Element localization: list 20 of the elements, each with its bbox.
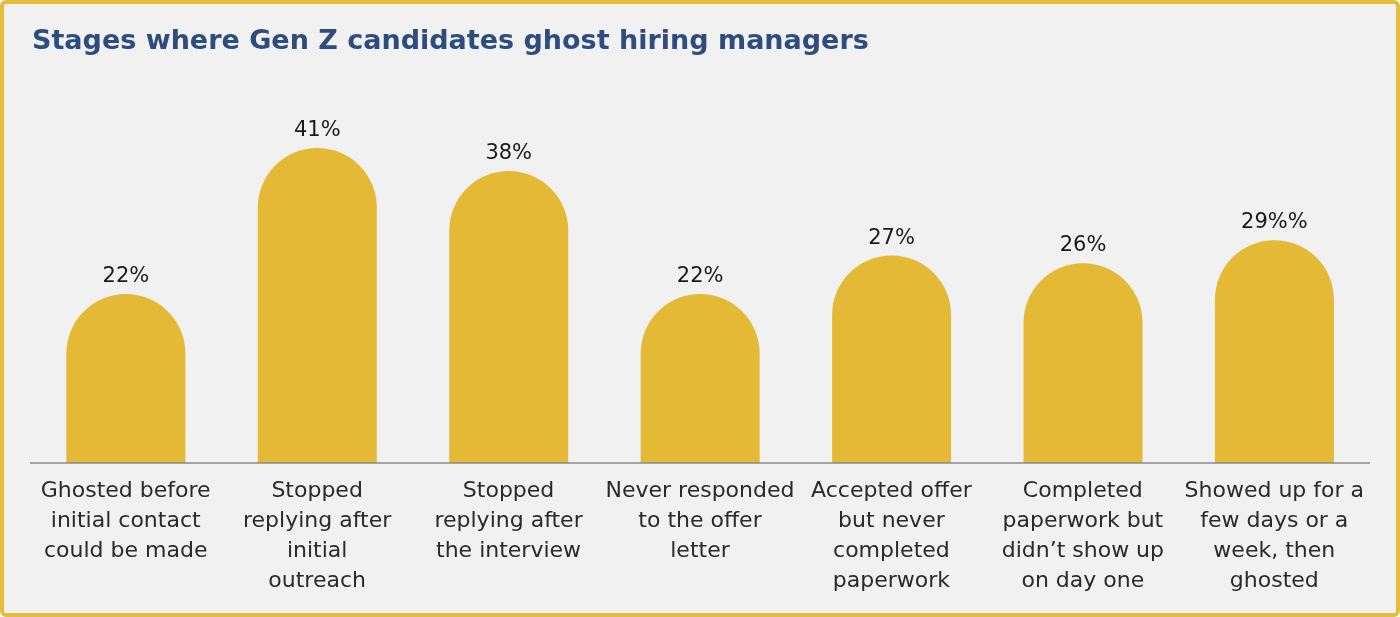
data-label: 22% — [102, 262, 150, 287]
x-tick-label: Showed up for a few days or a week, then ghosted — [1184, 477, 1365, 592]
data-label: 29%% — [1241, 209, 1308, 234]
x-tick-label: Stopped replying after the interview — [434, 477, 584, 562]
chart-title: Stages where Gen Z candidates ghost hiring managers — [32, 24, 869, 55]
bar — [257, 148, 377, 463]
bar — [449, 171, 569, 463]
data-label: 41% — [293, 117, 341, 141]
x-tick-label: Never responded to the offer letter — [605, 477, 795, 562]
x-tick-label: Completed paperwork but didn’t show up on day one — [1001, 477, 1165, 592]
data-label: 26% — [1059, 232, 1107, 257]
x-tick-label: Accepted offer but never completed paperwork — [811, 477, 973, 592]
bar — [1023, 263, 1143, 463]
data-label: 27% — [868, 224, 915, 249]
x-tick-label: Ghosted before initial contact could be made — [40, 477, 211, 562]
bar — [1214, 240, 1334, 463]
data-label: 22% — [676, 262, 724, 287]
x-tick-label: Stopped replying after initial outreach — [243, 477, 393, 592]
bar — [832, 255, 952, 463]
data-label: 38% — [485, 140, 533, 165]
